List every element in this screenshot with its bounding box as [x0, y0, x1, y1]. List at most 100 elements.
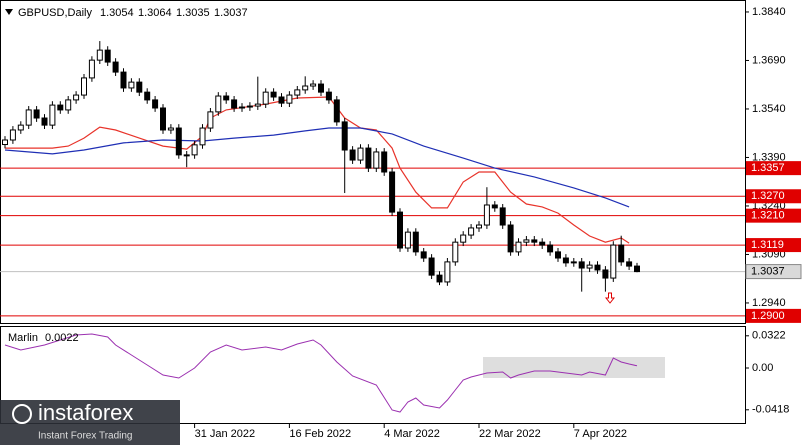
candle-body	[610, 244, 617, 279]
watermark-logo	[12, 404, 32, 424]
candle-body	[17, 124, 24, 131]
osc-y-tick-label: 0.00	[752, 362, 773, 374]
candle-body	[160, 107, 166, 131]
x-tick-label: 4 Mar 2022	[384, 428, 440, 440]
candle-body	[144, 91, 151, 101]
candle-body	[112, 61, 119, 73]
level-label: 1.3210	[751, 210, 785, 222]
candle-body	[270, 91, 277, 98]
candle-body	[41, 117, 48, 126]
candle-body	[333, 99, 340, 123]
candle-body	[570, 261, 577, 264]
candle-body	[444, 261, 451, 283]
candle-body	[104, 49, 111, 63]
candle-body	[96, 49, 103, 61]
x-tick-label: 16 Feb 2022	[289, 428, 351, 440]
candle-body	[278, 96, 285, 104]
plot: 1.38401.36901.35401.33901.32401.30901.29…	[0, 6, 802, 440]
candle-body	[199, 127, 206, 146]
x-tick-label: 31 Jan 2022	[195, 428, 256, 440]
candle-body	[286, 94, 293, 104]
candle-body	[33, 109, 40, 119]
candle-body	[183, 154, 190, 157]
candle-body	[499, 207, 506, 226]
candle-body	[128, 81, 135, 89]
y-tick-label: 1.2940	[752, 297, 786, 309]
x-tick-label: 7 Apr 2022	[574, 428, 627, 440]
x-tick-label: 22 Mar 2022	[479, 428, 541, 440]
candle-body	[215, 95, 222, 113]
candle-body	[460, 234, 467, 243]
candle-body	[507, 224, 514, 253]
candle-body	[294, 89, 301, 96]
candle-body	[49, 104, 56, 126]
candle-body	[594, 264, 601, 271]
candle-body	[207, 111, 214, 129]
current-price-box	[745, 264, 802, 280]
candle-body	[397, 211, 403, 249]
candle-body	[618, 244, 625, 263]
oscillator-panel	[0, 326, 746, 424]
candle-body	[191, 144, 198, 156]
level-label: 1.2900	[751, 310, 785, 322]
ohlc-close: 1.3037	[214, 7, 248, 19]
candle-body	[523, 239, 530, 243]
candle-body	[175, 127, 182, 156]
candle-body	[239, 106, 245, 109]
candle-body	[81, 77, 87, 96]
candle-body	[57, 104, 64, 111]
candle-body	[586, 264, 593, 269]
candle-body	[120, 71, 127, 89]
candle-body	[381, 151, 388, 173]
candle-body	[254, 103, 261, 107]
candle-body	[357, 147, 364, 161]
candle-body	[389, 171, 396, 213]
candle-body	[325, 91, 332, 101]
ohlc-open: 1.3054	[100, 7, 134, 19]
candle-body	[555, 251, 561, 259]
candle-body	[223, 95, 230, 101]
candle-body	[318, 83, 324, 93]
level-label: 1.3270	[751, 190, 785, 202]
ohlc-low: 1.3035	[176, 7, 210, 19]
moving-average	[5, 96, 630, 244]
oscillator-value: 0.0022	[45, 332, 79, 344]
arrow-up	[604, 292, 616, 304]
candle-body	[626, 261, 633, 267]
watermark-tagline: Instant Forex Trading	[38, 431, 133, 442]
level-label-box	[746, 189, 801, 204]
candle-body	[231, 99, 238, 109]
candle-body	[302, 85, 309, 91]
level-label-box	[746, 308, 801, 323]
oscillator-title: Marlin	[8, 332, 38, 344]
candle-body	[349, 149, 356, 161]
level-label-box	[746, 208, 801, 223]
y-tick-label: 1.3390	[752, 151, 786, 163]
candle-body	[515, 241, 522, 253]
candle-body	[167, 127, 174, 131]
candle-body	[25, 109, 32, 126]
candle-body	[341, 121, 348, 151]
level-label-box	[746, 161, 801, 176]
candle-body	[476, 224, 482, 229]
oscillator-line	[4, 333, 638, 413]
candle-body	[491, 204, 498, 209]
candle-body	[412, 231, 419, 253]
candle-body	[483, 204, 490, 226]
candle-body	[578, 261, 585, 269]
candle-body	[634, 265, 640, 273]
osc-y-tick-label: -0.0418	[752, 404, 789, 416]
candle-body	[262, 91, 269, 105]
menu-triangle	[5, 9, 13, 15]
candle-body	[602, 269, 609, 279]
chart-title: GBPUSD,Daily	[18, 7, 92, 19]
candle-body	[88, 59, 95, 79]
current-price-label: 1.3037	[751, 265, 785, 277]
ohlc-high: 1.3064	[138, 7, 172, 19]
watermark-box	[0, 400, 180, 445]
candle-body	[2, 139, 8, 146]
candle-body	[404, 231, 411, 249]
candle-body	[420, 251, 427, 259]
candle-body	[547, 244, 554, 253]
